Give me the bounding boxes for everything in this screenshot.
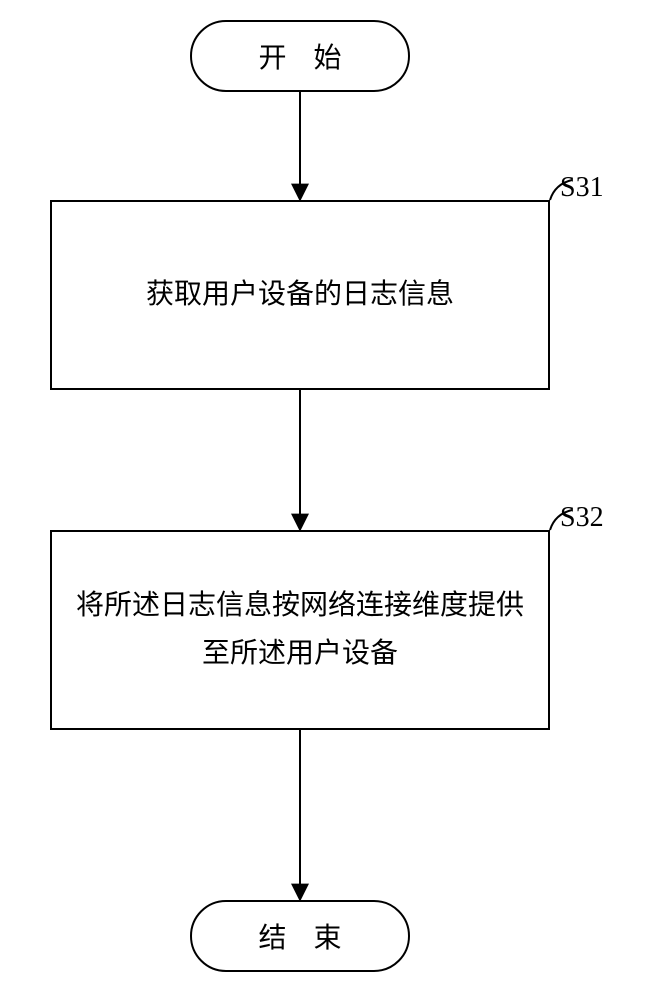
flowchart-canvas: 开 始 获取用户设备的日志信息 S31 将所述日志信息按网络连接维度提供至所述用… — [0, 0, 662, 1000]
connectors — [0, 0, 662, 1000]
